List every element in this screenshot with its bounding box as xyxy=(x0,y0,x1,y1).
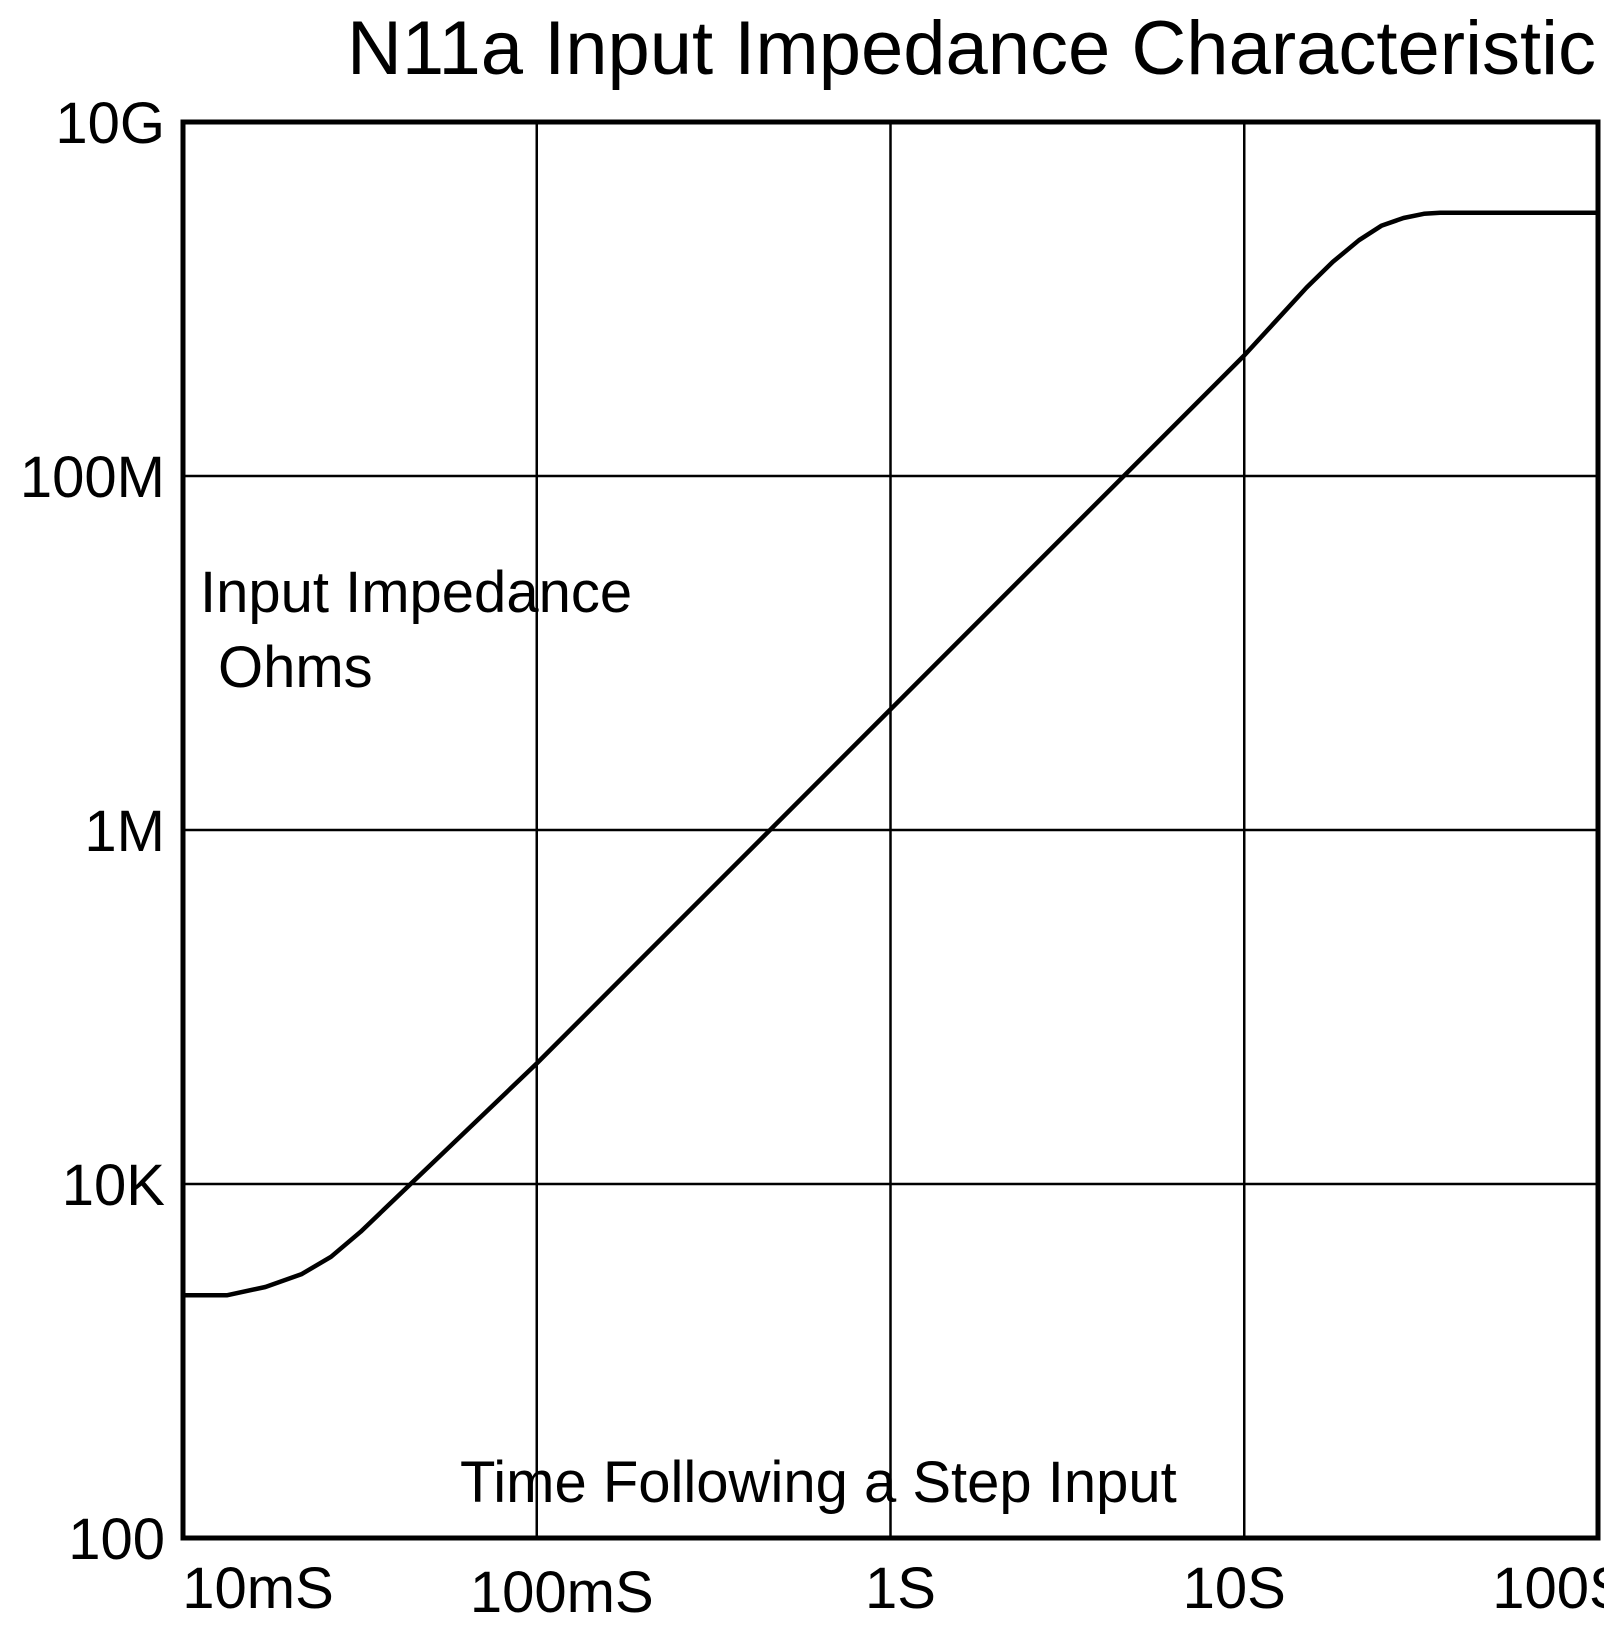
plot-frame xyxy=(180,119,1601,1541)
y-tick-label: 10K xyxy=(62,1153,166,1218)
grid-lines xyxy=(183,122,1598,1538)
y-tick-label: 100 xyxy=(68,1507,165,1572)
y-tick-label: 1M xyxy=(84,799,165,864)
x-tick-labels: 10mS 100mS 1S 10S 100S xyxy=(182,1556,1604,1625)
chart-title: N11a Input Impedance Characteristic xyxy=(347,6,1596,91)
y-tick-label: 10G xyxy=(55,91,165,156)
x-tick-label: 100mS xyxy=(470,1560,654,1625)
y-tick-labels: 100 10K 1M 100M 10G xyxy=(20,91,165,1572)
x-axis-label: Time Following a Step Input xyxy=(460,1450,1177,1515)
y-axis-label-line-1: Input Impedance xyxy=(200,560,632,625)
x-tick-label: 1S xyxy=(865,1556,936,1621)
impedance-series-line xyxy=(183,210,1598,1298)
x-tick-label: 10S xyxy=(1183,1556,1286,1621)
x-tick-label: 100S xyxy=(1492,1556,1604,1621)
x-tick-label: 10mS xyxy=(182,1556,334,1621)
y-axis-label-line-2: Ohms xyxy=(218,635,373,700)
y-tick-label: 100M xyxy=(20,445,165,510)
